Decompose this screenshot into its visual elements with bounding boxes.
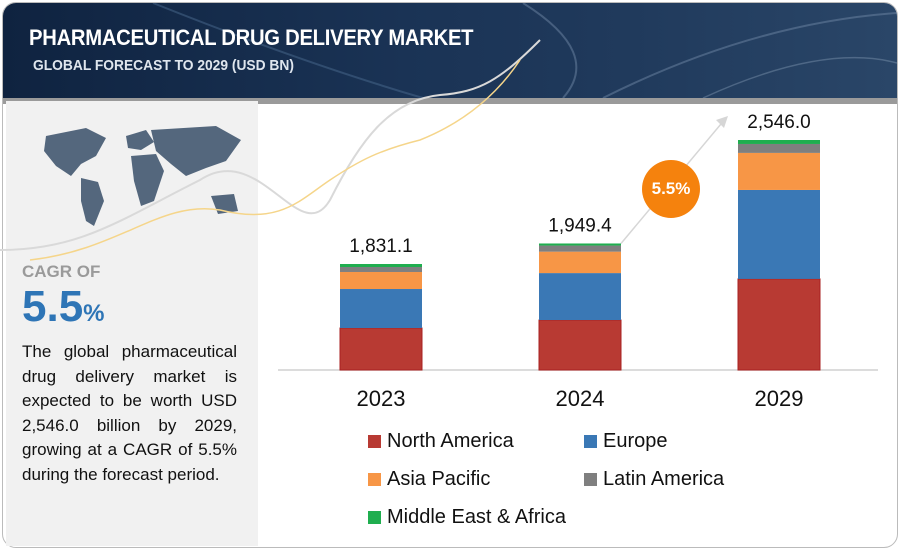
bar-segment-europe-2023 bbox=[340, 289, 422, 329]
legend-label: Europe bbox=[603, 430, 668, 452]
bar-segment-europe-2029 bbox=[738, 189, 820, 279]
cagr-bubble: 5.5% bbox=[642, 160, 700, 218]
world-map-icon bbox=[44, 126, 241, 226]
legend-item-asia-pacific: Asia Pacific bbox=[368, 468, 490, 491]
x-tick-label-2029: 2029 bbox=[754, 386, 804, 411]
page-title: PHARMACEUTICAL DRUG DELIVERY MARKET bbox=[29, 25, 474, 50]
legend-item-latin-america: Latin America bbox=[584, 468, 724, 491]
bar-segment-middle-east-africa-2024 bbox=[539, 243, 621, 246]
market-description: The global pharmaceutical drug delivery … bbox=[22, 342, 237, 484]
total-label-2023: 1,831.1 bbox=[349, 236, 412, 257]
legend-label: North America bbox=[387, 430, 514, 452]
bar-segment-latin-america-2029 bbox=[738, 143, 820, 153]
legend-item-middle-east-africa: Middle East & Africa bbox=[368, 506, 566, 529]
legend-label: Asia Pacific bbox=[387, 468, 491, 490]
legend-label: Middle East & Africa bbox=[387, 506, 566, 528]
total-label-2024: 1,949.4 bbox=[548, 215, 612, 236]
bar-segment-middle-east-africa-2023 bbox=[340, 264, 422, 268]
cagr-number: 5.5 bbox=[22, 282, 84, 331]
bar-segment-middle-east-africa-2029 bbox=[738, 140, 820, 144]
decorative-curves bbox=[152, 3, 897, 98]
header-divider bbox=[3, 98, 897, 104]
bar-segment-asia-pacific-2024 bbox=[539, 251, 621, 274]
total-label-2029: 2,546.0 bbox=[747, 112, 810, 133]
legend-label: Latin America bbox=[603, 468, 725, 490]
bar-segment-north-america-2029 bbox=[737, 278, 821, 371]
summary-panel bbox=[6, 101, 258, 546]
legend-swatch bbox=[584, 473, 597, 486]
bar-segment-north-america-2023 bbox=[339, 327, 423, 371]
bar-segment-latin-america-2023 bbox=[340, 267, 422, 272]
bar-segment-asia-pacific-2029 bbox=[738, 152, 820, 190]
page-subtitle: GLOBAL FORECAST TO 2029 (USD BN) bbox=[33, 57, 294, 74]
legend-swatch bbox=[368, 435, 381, 448]
growth-arrow-head bbox=[716, 116, 728, 128]
cagr-unit: % bbox=[83, 300, 105, 327]
header-banner: PHARMACEUTICAL DRUG DELIVERY MARKET GLOB… bbox=[3, 3, 897, 98]
legend-item-europe: Europe bbox=[584, 430, 668, 453]
legend-swatch bbox=[584, 435, 597, 448]
legend-swatch bbox=[368, 511, 381, 524]
legend-swatch bbox=[368, 473, 381, 486]
bar-segment-north-america-2024 bbox=[538, 319, 622, 371]
bar-segment-latin-america-2024 bbox=[539, 245, 621, 252]
bar-segment-asia-pacific-2023 bbox=[340, 271, 422, 290]
cagr-value: 5.5% bbox=[22, 282, 105, 332]
bar-segment-europe-2024 bbox=[539, 273, 621, 321]
x-tick-label-2023: 2023 bbox=[356, 386, 406, 411]
x-tick-label-2024: 2024 bbox=[555, 386, 605, 411]
legend-item-north-america: North America bbox=[368, 430, 514, 453]
cagr-label: CAGR OF bbox=[22, 262, 101, 281]
